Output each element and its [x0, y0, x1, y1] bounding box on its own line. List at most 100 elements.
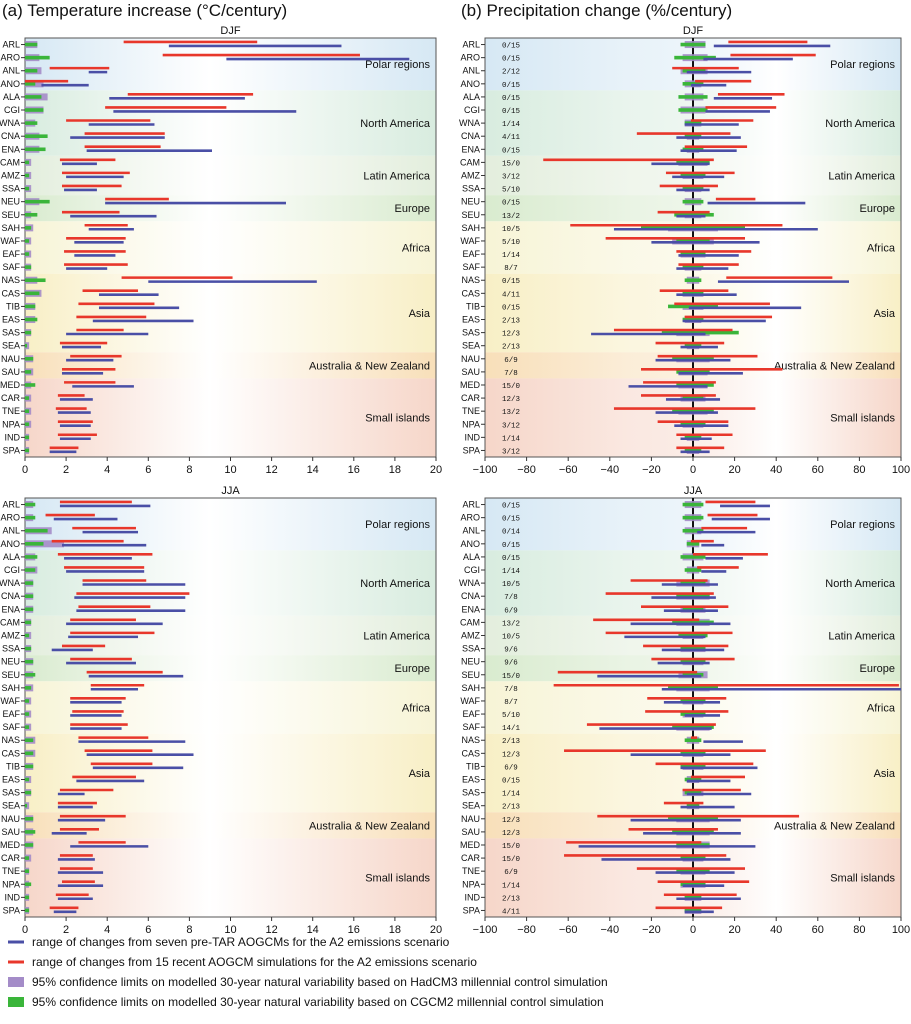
- x-tick-label: 80: [853, 464, 865, 476]
- region-group-label: Asia: [874, 768, 896, 780]
- cgcm2-variability-box: [25, 777, 30, 782]
- cgcm2-variability-box: [25, 751, 34, 756]
- region-label: TNE: [462, 406, 480, 416]
- cgcm2-variability-box: [25, 882, 32, 887]
- x-tick-label: 20: [430, 924, 442, 936]
- region-label: CNA: [1, 131, 20, 141]
- region-label: ARO: [460, 53, 480, 63]
- cgcm2-variability-box: [682, 199, 704, 204]
- region-group-label: North America: [360, 118, 431, 130]
- cgcm2-variability-box: [25, 686, 32, 690]
- region-label: CGI: [464, 565, 480, 575]
- region-group-label: Asia: [409, 768, 431, 780]
- cgcm2-variability-box: [661, 330, 739, 335]
- cgcm2-variability-box: [674, 55, 716, 60]
- cgcm2-variability-box: [25, 672, 36, 677]
- region-label: SAU: [1, 827, 20, 837]
- region-label: SEU: [461, 210, 480, 220]
- region-label: NAU: [1, 354, 20, 364]
- cgcm2-variability-box: [25, 542, 44, 546]
- cgcm2-variability-box: [25, 121, 38, 125]
- x-tick-label: 12: [265, 464, 277, 476]
- region-label: AMZ: [1, 170, 21, 180]
- cgcm2-variability-box: [25, 646, 32, 651]
- model-count-label: 2/13: [502, 738, 521, 746]
- region-label: SSA: [462, 184, 480, 194]
- model-count-label: 15/0: [502, 843, 521, 851]
- region-group-label: North America: [360, 578, 431, 590]
- cgcm2-variability-box: [25, 160, 30, 165]
- cgcm2-variability-box: [684, 278, 702, 283]
- region-label: WNA: [459, 578, 480, 588]
- legend-swatch-box: [8, 977, 24, 987]
- temperature-djf-chart: Polar regions North America Latin America E…: [0, 25, 442, 476]
- cgcm2-variability-box: [680, 173, 706, 178]
- region-label: MED: [0, 840, 21, 850]
- cgcm2-variability-box: [25, 226, 32, 230]
- region-group-label: Latin America: [363, 170, 431, 182]
- model-count-label: 15/0: [502, 160, 521, 168]
- cgcm2-variability-box: [676, 869, 710, 873]
- x-tick-label: 18: [389, 464, 401, 476]
- region-band-north-america: [25, 90, 436, 156]
- cgcm2-variability-box: [25, 502, 36, 507]
- cgcm2-variability-box: [682, 396, 704, 400]
- model-count-label: 0/15: [502, 555, 521, 563]
- model-count-label: 0/15: [502, 304, 521, 312]
- region-label: SAH: [1, 683, 20, 693]
- cgcm2-variability-box: [680, 646, 706, 651]
- x-tick-label: 20: [728, 924, 740, 936]
- cgcm2-variability-box: [25, 816, 34, 821]
- x-tick-label: 6: [145, 464, 151, 476]
- cgcm2-variability-box: [682, 147, 704, 152]
- cgcm2-variability-box: [25, 147, 46, 152]
- model-count-label: 5/10: [502, 239, 521, 247]
- cgcm2-variability-box: [25, 356, 34, 361]
- region-label: SEA: [2, 341, 20, 351]
- model-count-label: 0/15: [502, 200, 521, 208]
- cgcm2-variability-box: [25, 725, 30, 729]
- region-label: CAM: [460, 617, 480, 627]
- cgcm2-variability-box: [25, 42, 38, 47]
- region-label: ARO: [460, 513, 480, 523]
- cgcm2-variability-box: [25, 317, 38, 322]
- region-label: SAS: [462, 788, 480, 798]
- cgcm2-variability-box: [682, 502, 704, 507]
- cgcm2-variability-box: [25, 869, 30, 873]
- region-group-label: Africa: [402, 243, 431, 255]
- cgcm2-variability-box: [25, 108, 44, 112]
- cgcm2-variability-box: [25, 330, 32, 335]
- region-label: IND: [5, 432, 21, 442]
- model-count-label: 3/12: [502, 448, 520, 456]
- cgcm2-variability-box: [668, 816, 718, 821]
- cgcm2-variability-box: [672, 356, 714, 361]
- x-tick-label: 12: [265, 924, 277, 936]
- cgcm2-variability-box: [682, 317, 704, 322]
- region-label: SAH: [461, 223, 480, 233]
- cgcm2-variability-box: [676, 239, 710, 243]
- x-tick-label: 18: [389, 924, 401, 936]
- region-label: TNE: [2, 406, 20, 416]
- x-tick-label: 16: [348, 924, 360, 936]
- cgcm2-variability-box: [25, 370, 32, 374]
- cgcm2-variability-box: [682, 265, 704, 269]
- model-count-label: 15/0: [502, 383, 521, 391]
- x-tick-label: 0: [690, 464, 696, 476]
- cgcm2-variability-box: [25, 82, 36, 86]
- model-count-label: 12/3: [502, 396, 521, 404]
- region-label: ENA: [1, 144, 20, 154]
- region-label: ARO: [0, 53, 20, 63]
- region-label: TNE: [2, 866, 20, 876]
- model-count-label: 0/15: [502, 43, 521, 51]
- cgcm2-variability-box: [680, 712, 706, 716]
- region-band-latin-america: [25, 615, 436, 656]
- cgcm2-variability-box: [684, 568, 702, 572]
- region-label: TIB: [6, 301, 20, 311]
- region-label: NAU: [461, 354, 480, 364]
- region-group-label: Polar regions: [830, 59, 895, 71]
- region-label: AMZ: [461, 630, 481, 640]
- region-group-label: North America: [825, 578, 896, 590]
- model-count-label: 4/11: [502, 291, 521, 299]
- region-label: ALA: [3, 552, 20, 562]
- region-label: CAR: [461, 853, 481, 863]
